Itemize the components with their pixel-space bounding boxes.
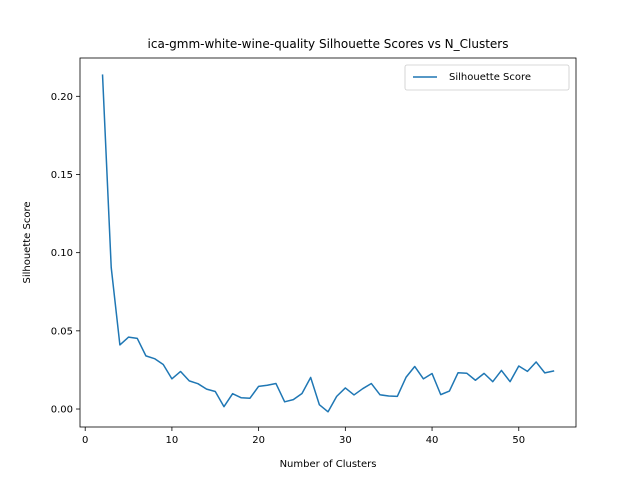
x-tick-label: 10 <box>166 435 179 446</box>
y-tick-label: 0.20 <box>51 92 73 103</box>
x-tick-label: 40 <box>426 435 439 446</box>
legend: Silhouette Score <box>404 64 570 91</box>
series-layer <box>101 74 555 413</box>
y-tick-label: 0.15 <box>51 170 73 181</box>
plot-area <box>80 58 576 427</box>
x-tick-label: 30 <box>339 435 352 446</box>
legend-box <box>404 64 570 91</box>
x-tick-label: 0 <box>82 435 88 446</box>
x-axis-ticks: 0 10 20 30 40 50 <box>82 427 525 446</box>
chart-title: ica-gmm-white-wine-quality Silhouette Sc… <box>148 37 509 51</box>
y-tick-label: 0.05 <box>51 326 73 337</box>
y-axis-label: Silhouette Score <box>22 201 33 283</box>
y-tick-label: 0.00 <box>51 405 73 416</box>
plot-frame <box>79 57 577 428</box>
y-tick-label: 0.10 <box>51 248 73 259</box>
legend-label-silhouette-score: Silhouette Score <box>449 72 531 83</box>
series-line-silhouette-score <box>101 74 555 413</box>
y-axis-ticks: 0.00 0.05 0.10 0.15 0.20 <box>51 92 80 416</box>
x-axis-label: Number of Clusters <box>280 459 377 470</box>
x-tick-label: 20 <box>252 435 265 446</box>
x-tick-label: 50 <box>512 435 525 446</box>
